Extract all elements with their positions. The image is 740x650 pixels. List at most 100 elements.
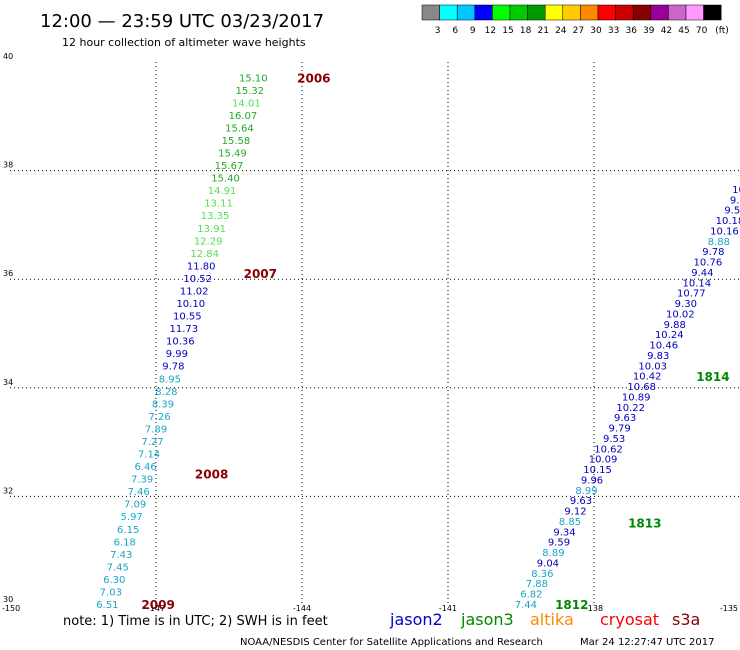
color-scale-legend: 3 6 9 12 15 18 21 24 27 30 33 36 39 42 45 70 (ft) [421,4,729,36]
wave-height-label: 15.10 [239,73,268,84]
color-swatch [509,4,528,21]
wave-height-label: 8.85 [559,517,581,528]
credit-text: NOAA/NESDIS Center for Satellite Applica… [240,637,543,648]
color-bin-label: 27 [573,26,584,36]
wave-height-label: 11.02 [180,286,209,297]
color-swatch [615,4,634,21]
axis-labels: -150 -147 -144 -141 -138 -135 30 32 34 36 38 40 [2,52,738,613]
wave-height-label: 10.24 [655,330,684,341]
chart-title: 12:00 — 23:59 UTC 03/23/2017 [40,11,324,32]
wave-height-label: 15.67 [215,161,244,172]
wave-height-label: 8.28 [155,387,177,398]
color-swatch [580,4,599,21]
color-swatch [544,4,564,21]
wave-height-label: 9.63 [570,496,592,507]
time-label: 2008 [195,468,228,482]
wave-height-label: 13.91 [197,224,226,235]
wave-height-label: 10.14 [683,278,712,289]
wave-height-label: 14.91 [208,186,237,197]
wave-height-label: 10.89 [622,392,651,403]
color-swatch [562,4,581,21]
wave-height-label: 9.59 [548,538,570,549]
y-tick-label: 30 [3,595,13,604]
wave-height-label: 11.80 [187,261,216,272]
wave-height-label: 9.53 [603,434,625,445]
color-bin-label: 3 [435,26,441,36]
chart-subtitle: 12 hour collection of altimeter wave hei… [62,36,306,49]
color-bin-label: 45 [678,26,689,36]
wave-height-label: 6.18 [114,537,136,548]
color-swatch [632,4,652,21]
wave-height-label: 8.99 [575,486,597,497]
color-bin-label: 21 [537,26,548,36]
track-s3a: 6.51 7.036.30 7.457.43 6.186.15 5.977.09 7.46… [96,71,330,612]
satellite-legend-item: jason3 [460,610,514,629]
wave-height-label: 10.15 [583,465,612,476]
wave-height-label: 13.11 [204,199,233,210]
wave-height-label: 15.40 [211,174,240,185]
color-bin-label: 42 [661,26,672,36]
wave-height-marks: 6.51 7.036.30 7.457.43 6.186.15 5.977.09 7.46… [96,71,740,612]
wave-height-label: 14.01 [232,98,261,109]
x-tick-label: -138 [585,604,603,613]
wave-height-label: 10.03 [638,361,667,372]
wave-height-label: 9.89 [730,195,740,206]
wave-height-label: 10.42 [633,372,662,383]
wave-height-label: 9.88 [664,320,686,331]
color-bin-label: 36 [625,26,637,36]
color-unit-label: (ft) [715,26,729,36]
color-bin-label: 30 [590,26,602,36]
wave-height-label: 15.64 [225,123,254,134]
wave-height-label: 10.77 [677,289,706,300]
footer: note: 1) Time is in UTC; 2) SWH is in fe… [63,610,715,648]
wave-height-label: 10.10 [176,299,205,310]
wave-height-label: 5.97 [121,512,143,523]
wave-height-label: 7.44 [515,600,537,611]
wave-height-label: 7.09 [124,500,146,511]
wave-height-label: 10.76 [694,258,723,269]
y-tick-label: 34 [3,378,13,387]
header: 12:00 — 23:59 UTC 03/23/2017 12 hour col… [40,11,324,49]
time-label: 2009 [141,598,174,612]
wave-height-label: 9.34 [553,527,575,538]
wave-height-label: 15.49 [218,149,247,160]
wave-height-label: 9.63 [614,413,636,424]
wave-height-label: 9.99 [166,349,188,360]
satellite-legend: jason2 jason3 altika cryosat s3a [389,610,700,629]
color-swatch [703,4,722,21]
wave-height-label: 15.58 [222,136,251,147]
wave-height-label: 9.79 [608,424,630,435]
wave-height-label: 7.26 [148,412,170,423]
color-bin-label: 18 [520,26,532,36]
wave-height-label: 7.45 [107,562,129,573]
color-swatch [421,4,440,21]
wave-height-label: 10.22 [616,403,645,414]
wave-height-label: 10.52 [183,274,212,285]
x-tick-label: -147 [147,604,165,613]
wave-height-label: 6.51 [96,600,118,611]
color-swatch [456,4,476,21]
color-swatch [527,4,546,21]
x-tick-label: -141 [439,604,457,613]
wave-height-label: 7.27 [141,437,163,448]
wave-height-label: 9.12 [564,507,586,518]
wave-height-label: 9.78 [162,362,184,373]
wave-height-label: 9.04 [537,558,559,569]
color-swatch [597,4,616,21]
color-bin-label: 24 [555,26,567,36]
time-label: 2007 [244,267,277,281]
wave-height-label: 9.96 [581,475,603,486]
satellite-legend-item: altika [530,610,574,629]
plot-grid [10,62,740,605]
y-tick-label: 32 [3,486,13,495]
wave-height-label: 10.46 [649,341,678,352]
wave-height-label: 7.39 [131,475,153,486]
wave-height-label: 8.89 [542,548,564,559]
color-bin-label: 33 [608,26,619,36]
wave-height-label: 10.18 [716,216,740,227]
x-tick-label: -135 [720,604,738,613]
wave-height-label: 12.84 [190,249,219,260]
wave-height-label: 10.37 [732,185,740,196]
y-tick-label: 38 [3,161,13,170]
wave-height-label: 7.43 [110,550,132,561]
